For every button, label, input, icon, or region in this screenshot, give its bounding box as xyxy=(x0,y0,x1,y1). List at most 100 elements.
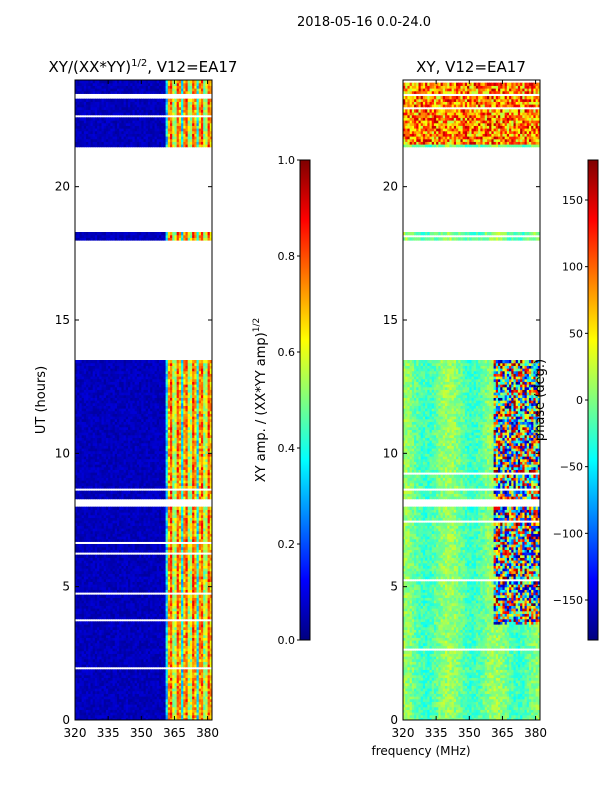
heatmap-cell xyxy=(156,664,160,668)
heatmap-cell xyxy=(154,546,158,550)
heatmap-cell xyxy=(136,706,140,710)
heatmap-cell xyxy=(198,536,202,540)
heatmap-cell xyxy=(172,544,176,548)
heatmap-cell xyxy=(158,514,162,518)
heatmap-cell xyxy=(156,637,160,641)
heatmap-cell xyxy=(183,701,187,705)
heatmap-cell xyxy=(189,701,193,705)
heatmap-cell xyxy=(194,594,198,598)
heatmap-cell xyxy=(97,530,100,534)
heatmap-cell xyxy=(75,597,78,601)
heatmap-cell xyxy=(183,530,187,534)
heatmap-cell xyxy=(192,514,195,518)
heatmap-cell xyxy=(176,530,180,534)
heatmap-cell xyxy=(176,648,180,652)
heatmap-cell xyxy=(130,693,134,697)
heatmap-cell xyxy=(143,522,147,526)
heatmap-cell xyxy=(90,600,94,604)
heatmap-cell xyxy=(196,658,200,662)
heatmap-cell xyxy=(132,610,136,614)
heatmap-cell xyxy=(114,653,118,657)
heatmap-cell xyxy=(172,536,176,540)
heatmap-cell xyxy=(165,594,169,598)
heatmap-cell xyxy=(147,685,151,689)
heatmap-cell xyxy=(123,562,127,566)
heatmap-cell xyxy=(86,584,89,588)
heatmap-cell xyxy=(90,517,94,521)
heatmap-cell xyxy=(130,602,134,606)
heatmap-cell xyxy=(132,522,136,526)
heatmap-cell xyxy=(170,573,173,577)
heatmap-cell xyxy=(110,600,114,604)
heatmap-cell xyxy=(143,517,147,521)
heatmap-cell xyxy=(75,517,78,521)
heatmap-cell xyxy=(132,696,136,700)
heatmap-cell xyxy=(176,653,180,657)
heatmap-cell xyxy=(185,688,189,692)
heatmap-cell xyxy=(172,528,176,532)
heatmap-cell xyxy=(136,554,140,558)
heatmap-cell xyxy=(77,712,81,716)
heatmap-cell xyxy=(143,680,147,684)
heatmap-cell xyxy=(200,690,204,694)
heatmap-cell xyxy=(154,706,158,710)
heatmap-cell xyxy=(101,640,105,644)
heatmap-cell xyxy=(83,522,87,526)
heatmap-cell xyxy=(97,581,100,585)
heatmap-cell xyxy=(165,645,169,649)
heatmap-cell xyxy=(136,626,140,630)
heatmap-cell xyxy=(132,554,136,558)
heatmap-cell xyxy=(101,608,105,612)
heatmap-cell xyxy=(145,546,149,550)
heatmap-cell xyxy=(167,706,171,710)
heatmap-cell xyxy=(167,637,171,641)
heatmap-cell xyxy=(92,621,96,625)
heatmap-cell xyxy=(77,674,81,678)
heatmap-cell xyxy=(130,712,134,716)
heatmap-cell xyxy=(181,656,184,660)
heatmap-cell xyxy=(143,544,147,548)
heatmap-cell xyxy=(161,674,164,678)
heatmap-cell xyxy=(83,712,87,716)
heatmap-cell xyxy=(141,605,145,609)
heatmap-cell xyxy=(81,690,85,694)
heatmap-cell xyxy=(147,528,151,532)
heatmap-cell xyxy=(170,578,173,582)
heatmap-cell xyxy=(192,672,195,676)
heatmap-cell xyxy=(94,530,98,534)
heatmap-cell xyxy=(178,562,182,566)
heatmap-cell xyxy=(90,584,94,588)
heatmap-cell xyxy=(154,533,158,537)
heatmap-cell xyxy=(172,680,176,684)
heatmap-cell xyxy=(158,653,162,657)
heatmap-cell xyxy=(194,522,198,526)
heatmap-cell xyxy=(90,642,94,646)
heatmap-cell xyxy=(185,554,189,558)
heatmap-cell xyxy=(97,608,100,612)
heatmap-cell xyxy=(81,706,85,710)
heatmap-cell xyxy=(156,632,160,636)
heatmap-cell xyxy=(99,714,103,718)
heatmap-cell xyxy=(116,714,120,718)
heatmap-cell xyxy=(150,712,153,716)
heatmap-cell xyxy=(103,538,107,542)
heatmap-cell xyxy=(75,581,78,585)
heatmap-cell xyxy=(200,549,204,553)
heatmap-cell xyxy=(172,653,176,657)
heatmap-cell xyxy=(170,602,173,606)
heatmap-cell xyxy=(90,594,94,598)
heatmap-cell xyxy=(112,712,116,716)
heatmap-cell xyxy=(154,624,158,628)
heatmap-cell xyxy=(187,642,191,646)
heatmap-cell xyxy=(79,565,83,569)
heatmap-cell xyxy=(147,557,151,561)
heatmap-cell xyxy=(196,514,200,518)
heatmap-cell xyxy=(125,634,129,638)
heatmap-cell xyxy=(200,514,204,518)
heatmap-cell xyxy=(101,581,105,585)
heatmap-cell xyxy=(174,530,178,534)
heatmap-cell xyxy=(150,680,153,684)
heatmap-cell xyxy=(75,642,78,646)
heatmap-cell xyxy=(108,557,111,561)
heatmap-cell xyxy=(105,568,109,572)
